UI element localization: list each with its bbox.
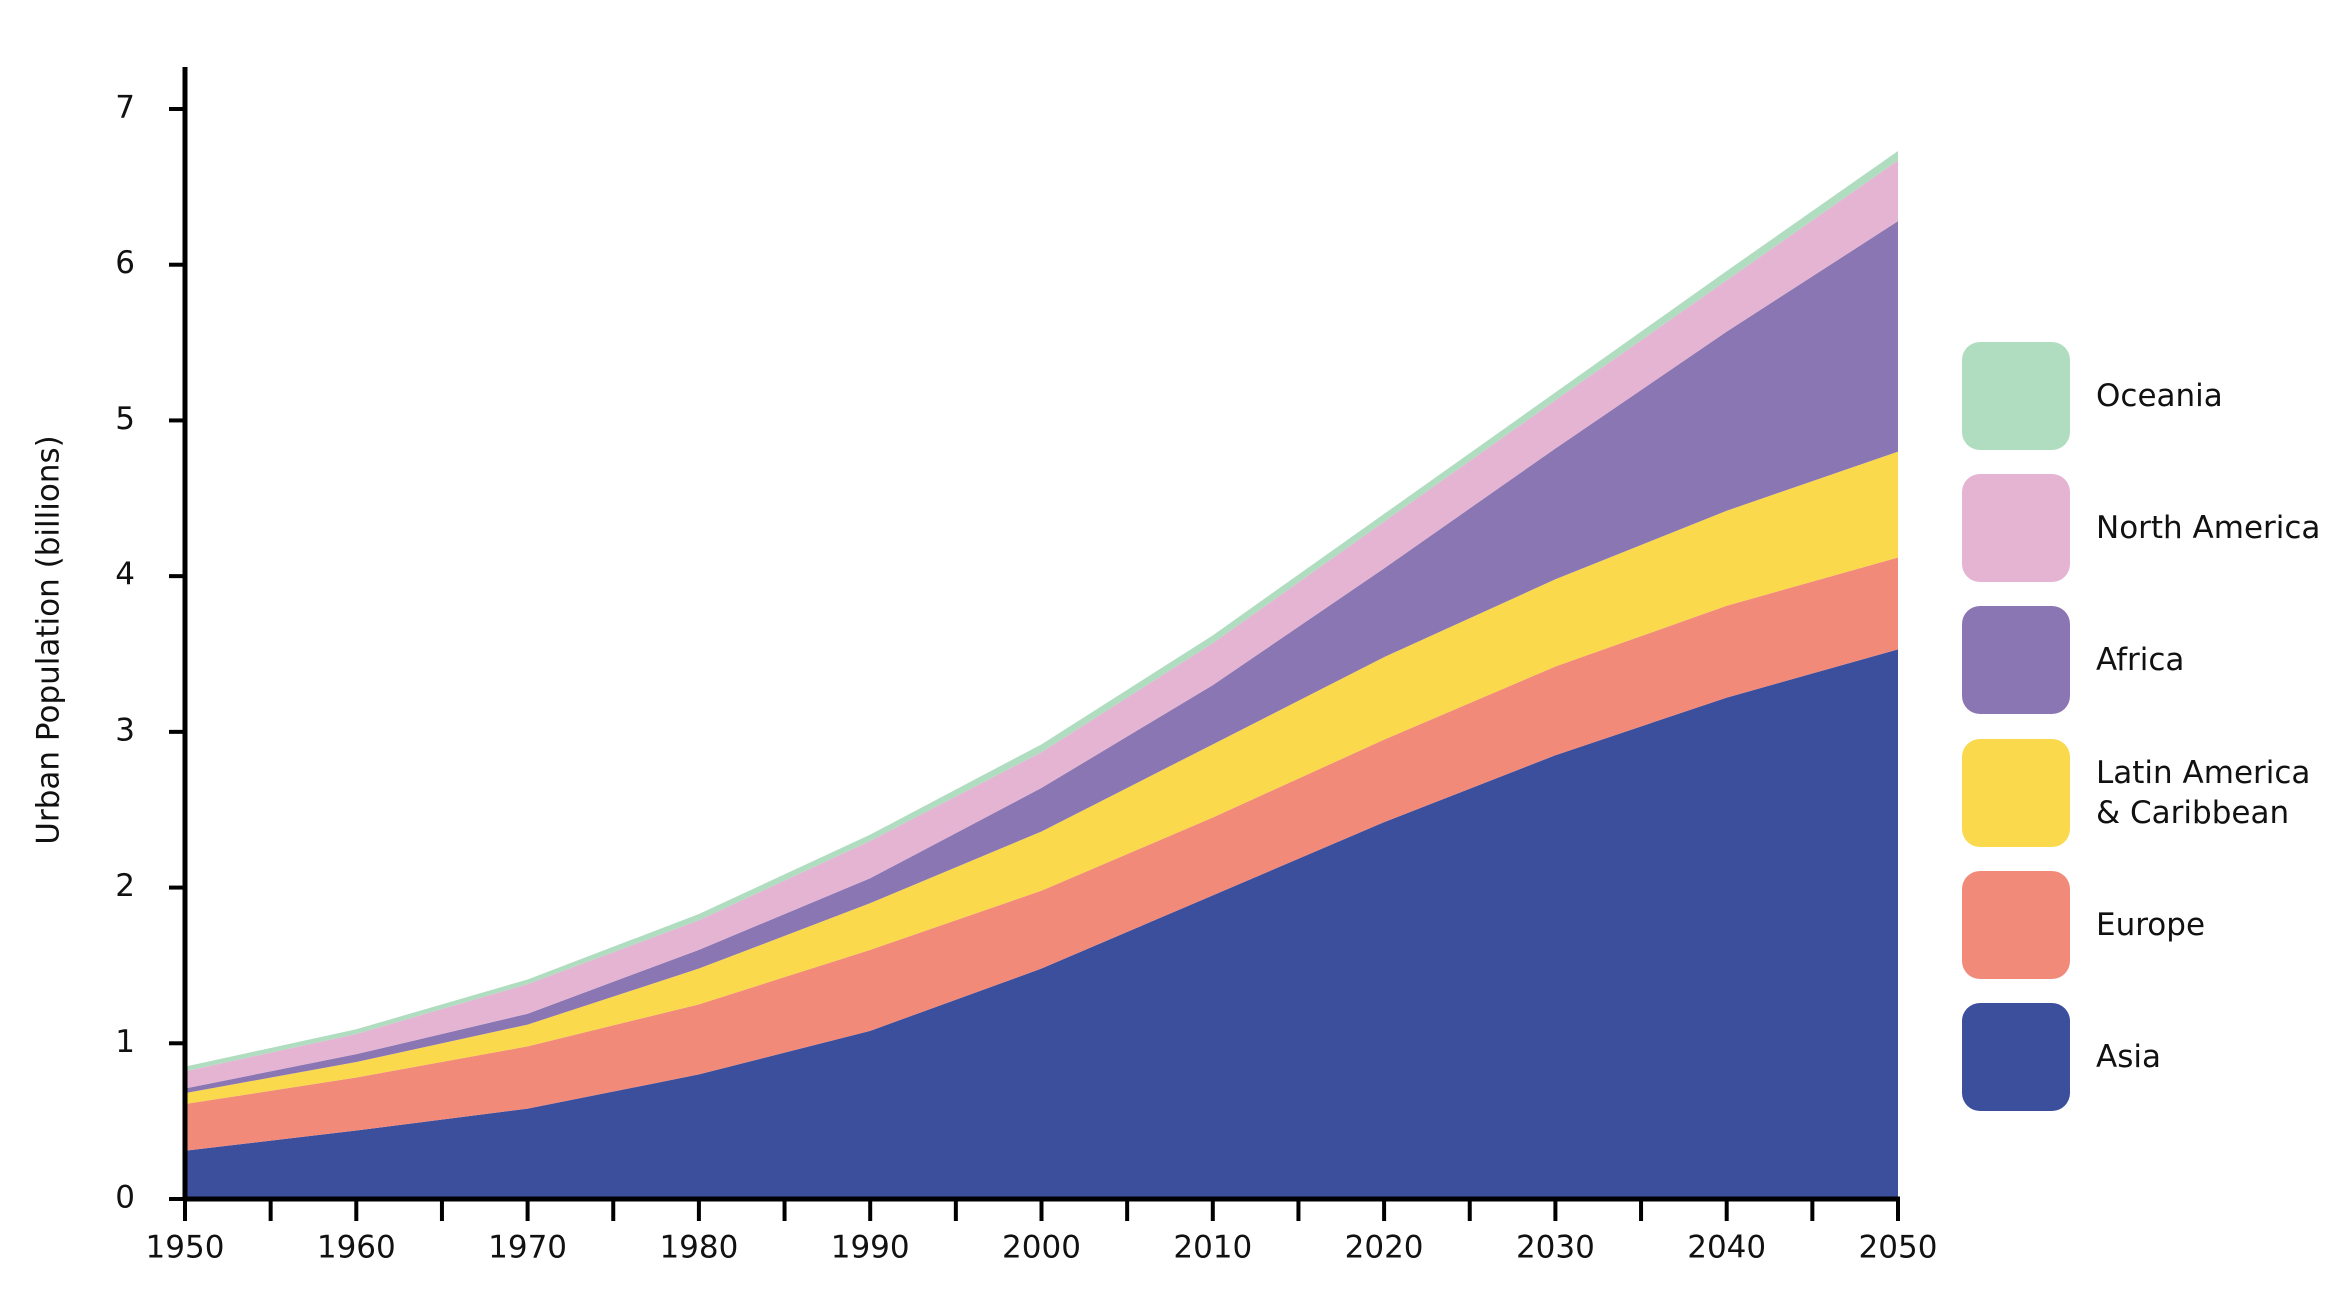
x-tick-label: 1990 xyxy=(831,1230,910,1266)
x-tick-label: 2050 xyxy=(1859,1230,1938,1266)
y-tick-label: 2 xyxy=(115,868,135,904)
legend-label: Europe xyxy=(2096,906,2206,943)
y-tick-label: 0 xyxy=(115,1180,135,1216)
legend-item: Latin America & Caribbean xyxy=(1962,738,2321,847)
y-tick-label: 3 xyxy=(115,712,135,748)
legend-label: Africa xyxy=(2096,642,2185,679)
x-tick-label: 1950 xyxy=(146,1230,225,1266)
x-tick-label: 1960 xyxy=(317,1230,396,1266)
legend-label: Latin America & Caribbean xyxy=(2096,754,2311,831)
x-tick-label: 2030 xyxy=(1516,1230,1595,1266)
area xyxy=(185,451,1898,1105)
y-axis-label: Urban Population (billions) xyxy=(31,435,67,844)
x-tick-label: 2010 xyxy=(1173,1230,1252,1266)
legend-label: North America xyxy=(2096,510,2321,547)
y-tick-label: 7 xyxy=(115,90,135,126)
x-tick-label: 1980 xyxy=(659,1230,738,1266)
legend-swatch xyxy=(1962,1003,2070,1111)
y-tick-label: 1 xyxy=(115,1024,135,1060)
legend-swatch xyxy=(1962,606,2070,715)
legend-item: North America xyxy=(1962,474,2321,583)
y-tick-label: 5 xyxy=(115,401,135,437)
legend-swatch xyxy=(1962,870,2070,979)
x-tick-label: 2020 xyxy=(1345,1230,1424,1266)
legend-label: Asia xyxy=(2096,1039,2161,1075)
y-tick-label: 6 xyxy=(115,245,135,281)
y-tick-label: 4 xyxy=(115,557,135,593)
x-tick-label: 2000 xyxy=(1002,1230,1081,1266)
area xyxy=(185,649,1898,1199)
legend-item: Asia xyxy=(1962,1003,2321,1111)
legend-item: Europe xyxy=(1962,870,2321,979)
x-tick-label: 1970 xyxy=(488,1230,567,1266)
legend-swatch xyxy=(1962,342,2070,450)
area xyxy=(185,557,1898,1151)
legend-swatch xyxy=(1962,474,2070,583)
x-tick-label: 2040 xyxy=(1687,1230,1766,1266)
legend-label: Oceania xyxy=(2096,378,2223,414)
legend-item: Africa xyxy=(1962,606,2321,715)
legend-swatch xyxy=(1962,738,2070,847)
legend-item: Oceania xyxy=(1962,342,2321,450)
